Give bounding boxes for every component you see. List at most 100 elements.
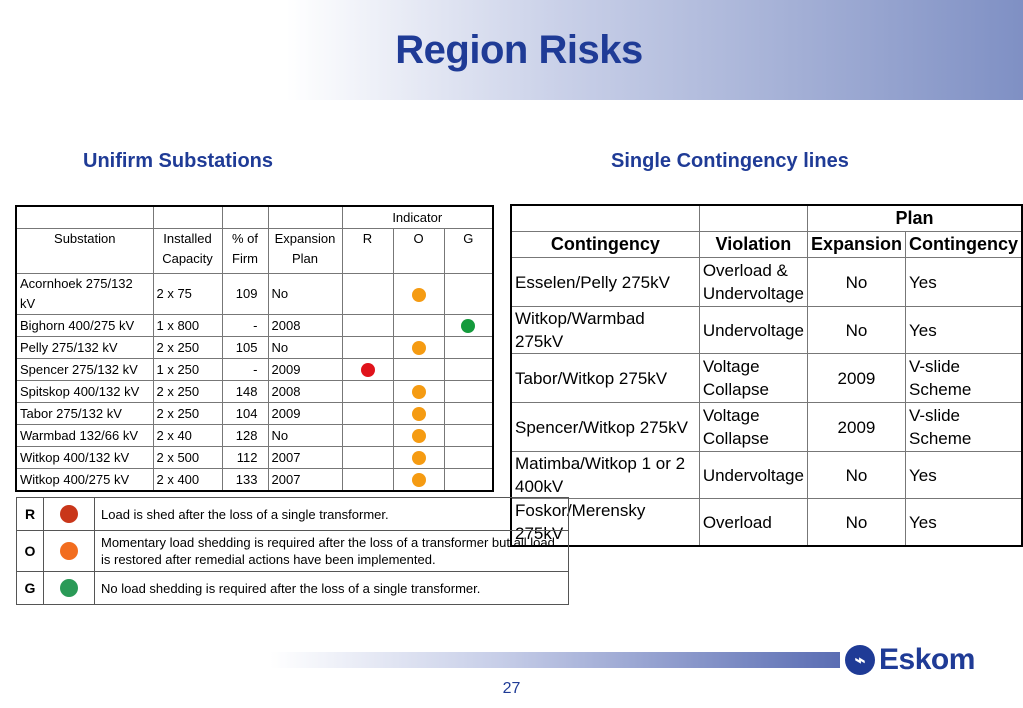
percent-firm: 105 (221, 336, 269, 359)
substations-body: Acornhoek 275/132 kV 2 x 75 109 No Bighorn 4… (15, 273, 494, 492)
header-band (0, 0, 1023, 100)
indicator-header: Indicator (341, 205, 494, 229)
legend-text: No load shedding is required after the l… (94, 571, 569, 605)
indicator-cell-r (341, 314, 394, 337)
column-header-row: Substation Installed Capacity % of Firm … (15, 228, 494, 274)
plan-contingency: Yes (904, 306, 1023, 354)
substations-section-title: Unifirm Substations (83, 150, 274, 172)
indicator-dot-icon (411, 287, 426, 302)
table-row: Acornhoek 275/132 kV 2 x 75 109 No (15, 273, 494, 315)
violation: Overload (698, 498, 808, 547)
expansion-plan: 2008 (267, 314, 343, 337)
eskom-logo: ⌁ Eskom (845, 642, 975, 678)
indicator-cell-o (392, 336, 445, 359)
expansion-plan: No (267, 424, 343, 447)
indicator-header-row: Indicator (15, 205, 494, 229)
plan-contingency: V-slide Scheme (904, 353, 1023, 403)
col-firm: % of Firm (221, 228, 269, 274)
legend-key: O (16, 530, 44, 572)
indicator-cell-r (341, 358, 394, 381)
table-row: Tabor/Witkop 275kV Voltage Collapse 2009 V-… (510, 353, 1023, 403)
contingency-line: Matimba/Witkop 1 or 2 400kV (510, 451, 700, 499)
col-o: O (392, 228, 445, 274)
indicator-cell-r (341, 468, 394, 492)
indicator-cell-o (392, 358, 445, 381)
substation-name: Spencer 275/132 kV (15, 358, 154, 381)
legend-dot-cell (43, 571, 95, 605)
expansion-plan: 2009 (267, 358, 343, 381)
percent-firm: - (221, 358, 269, 381)
expansion: No (806, 451, 906, 499)
indicator-cell-g (443, 358, 494, 381)
contingency-line: Esselen/Pelly 275kV (510, 257, 700, 307)
table-row: Spencer 275/132 kV 1 x 250-2009 (15, 358, 494, 381)
plan-contingency: Yes (904, 498, 1023, 547)
eskom-logo-icon: ⌁ (845, 645, 875, 675)
indicator-cell-r (341, 380, 394, 403)
indicator-cell-r (341, 402, 394, 425)
percent-firm: 109 (221, 273, 269, 315)
legend-table: R Load is shed after the loss of a single… (16, 497, 569, 605)
expansion: No (806, 257, 906, 307)
indicator-cell-g (443, 468, 494, 492)
indicator-cell-o (392, 424, 445, 447)
col-contingency: Contingency (510, 231, 700, 258)
col-r: R (341, 228, 394, 274)
percent-firm: 133 (221, 468, 269, 492)
percent-firm: 128 (221, 424, 269, 447)
contingency-table: Plan Contingency Violation Expansion Con… (510, 204, 1023, 547)
plan-header-row: Plan (510, 204, 1023, 232)
contingency-line: Witkop/Warmbad 275kV (510, 306, 700, 354)
col-g: G (443, 228, 494, 274)
expansion: 2009 (806, 402, 906, 452)
expansion-plan: No (267, 273, 343, 315)
table-row: Bighorn 400/275 kV 1 x 800-2008 (15, 314, 494, 337)
legend-dot-icon (60, 579, 78, 597)
expansion: 2009 (806, 353, 906, 403)
table-row: Tabor 275/132 kV 2 x 250 104 2009 (15, 402, 494, 425)
legend-body: R Load is shed after the loss of a single… (16, 497, 569, 605)
table-row: Pelly 275/132 kV 2 x 250 105 No (15, 336, 494, 359)
indicator-cell-o (392, 402, 445, 425)
installed-capacity: 2 x 250 (152, 380, 223, 403)
violation: Undervoltage (698, 451, 808, 499)
substations-table: Indicator Substation Installed Capacity … (15, 205, 494, 492)
violation: Voltage Collapse (698, 353, 808, 403)
indicator-cell-r (341, 273, 394, 315)
page-number: 27 (502, 680, 521, 697)
expansion-plan: 2008 (267, 380, 343, 403)
indicator-cell-r (341, 446, 394, 469)
col-violation: Violation (698, 231, 808, 258)
expansion: No (806, 306, 906, 354)
indicator-dot-icon (411, 385, 426, 400)
table-row: Spencer/Witkop 275kV Voltage Collapse 2009… (510, 402, 1023, 452)
substation-name: Bighorn 400/275 kV (15, 314, 154, 337)
indicator-dot-icon (360, 363, 375, 378)
indicator-cell-g (443, 402, 494, 425)
expansion-plan: 2007 (267, 446, 343, 469)
substation-name: Tabor 275/132 kV (15, 402, 154, 425)
indicator-cell-r (341, 424, 394, 447)
table-row: Esselen/Pelly 275kV Overload & Undervolta… (510, 257, 1023, 307)
legend-dot-cell (43, 497, 95, 531)
indicator-dot-icon (411, 407, 426, 422)
installed-capacity: 1 x 250 (152, 358, 223, 381)
plan-contingency: Yes (904, 451, 1023, 499)
plan-contingency: Yes (904, 257, 1023, 307)
indicator-cell-r (341, 336, 394, 359)
indicator-cell-o (392, 380, 445, 403)
contingency-line: Tabor/Witkop 275kV (510, 353, 700, 403)
eskom-logo-text: Eskom (879, 643, 975, 676)
percent-firm: 104 (221, 402, 269, 425)
expansion-plan: 2007 (267, 468, 343, 492)
contingency-body: Esselen/Pelly 275kV Overload & Undervolta… (510, 257, 1023, 547)
table-row: Foskor/Merensky 275kV Overload No Yes (510, 498, 1023, 547)
installed-capacity: 2 x 40 (152, 424, 223, 447)
col-capacity: Installed Capacity (152, 228, 223, 274)
indicator-dot-icon (411, 341, 426, 356)
indicator-dot-icon (461, 319, 476, 334)
installed-capacity: 2 x 400 (152, 468, 223, 492)
indicator-dot-icon (411, 451, 426, 466)
violation: Overload & Undervoltage (698, 257, 808, 307)
legend-dot-icon (60, 542, 78, 560)
